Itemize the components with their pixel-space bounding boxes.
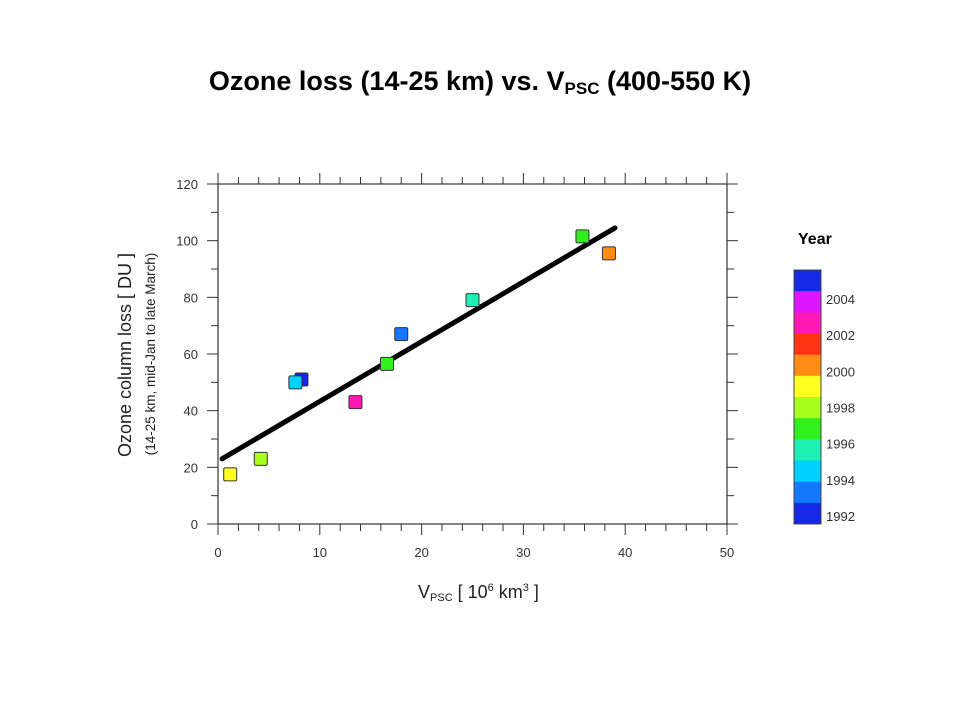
colorbar-segment: [794, 502, 821, 525]
data-points: [223, 229, 616, 482]
colorbar-segment: [794, 270, 821, 292]
colorbar-segment: [794, 397, 821, 419]
tick-labels: 0 10 20 30 40 50 0 20 40 60 80 100 120: [176, 177, 734, 560]
colorbar-label: 2002: [826, 328, 855, 343]
colorbar-segment: [794, 439, 821, 461]
colorbar-segment: [794, 354, 821, 377]
y-tick-label: 100: [176, 234, 198, 249]
x-tick-label: 0: [214, 545, 221, 560]
colorbar-border: [793, 269, 822, 525]
y-tick-label: 60: [184, 347, 198, 362]
x-tick-label: 20: [414, 545, 428, 560]
title-subscript: PSC: [564, 79, 600, 98]
y-tick-label: 20: [184, 460, 198, 475]
colorbar-label: 1996: [826, 437, 855, 452]
colorbar-label: 2004: [826, 292, 855, 307]
colorbar-segment: [794, 375, 821, 398]
data-point: [253, 451, 268, 466]
y-axis-title: Ozone column loss [ DU ]: [115, 253, 135, 457]
x-tick-label: 50: [720, 545, 734, 560]
data-point: [394, 327, 409, 342]
colorbar-segment: [794, 291, 821, 313]
y-tick-label: 0: [191, 517, 198, 532]
x-tick-label: 30: [516, 545, 530, 560]
colorbar-label: 1992: [826, 509, 855, 524]
colorbar-segment: [794, 312, 821, 334]
y-tick-label: 80: [184, 290, 198, 305]
colorbar-label: 2000: [826, 364, 855, 379]
colorbar-segment: [794, 460, 821, 483]
colorbar: 2004 2002 2000 1998 1996 1994 1992: [793, 269, 855, 525]
chart-title: Ozone loss (14-25 km) vs. VPSC (400-550 …: [0, 66, 960, 99]
data-point: [348, 395, 363, 410]
fit-line: [219, 225, 618, 462]
colorbar-label: 1994: [826, 473, 855, 488]
data-point: [601, 246, 616, 261]
y-axis-subtitle: (14-25 km, mid-Jan to late March): [143, 253, 158, 456]
title-main: Ozone loss (14-25 km) vs. V: [208, 66, 565, 96]
data-point: [379, 356, 394, 371]
data-point: [575, 229, 590, 244]
x-axis-title: VPSC [ 106 km3 ]: [418, 582, 539, 604]
colorbar-label: 1998: [826, 401, 855, 416]
colorbar-title: Year: [798, 231, 832, 248]
axis-ticks: [207, 173, 738, 535]
colorbar-segment: [794, 481, 821, 504]
title-tail: (400-550 K): [599, 66, 752, 96]
data-point: [288, 375, 303, 390]
y-tick-label: 120: [176, 177, 198, 192]
fit-line-group: [219, 225, 618, 462]
colorbar-segment: [794, 418, 821, 440]
data-point: [465, 293, 480, 308]
y-tick-label: 40: [184, 404, 198, 419]
x-tick-label: 10: [313, 545, 327, 560]
plot-frame: [217, 183, 728, 525]
colorbar-segment: [794, 333, 821, 356]
plot-border: [217, 183, 728, 525]
data-point: [223, 467, 238, 482]
x-tick-label: 40: [618, 545, 632, 560]
